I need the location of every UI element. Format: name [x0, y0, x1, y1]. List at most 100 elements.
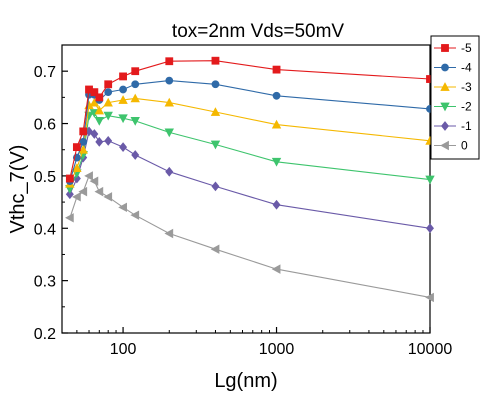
data-point — [119, 72, 127, 81]
data-point — [95, 93, 104, 102]
x-axis: 100 1000 10000 — [61, 327, 453, 358]
y-axis: 0.2 0.3 0.4 0.5 0.6 0.7 — [34, 44, 68, 343]
legend: -5 -4 -3 -2 -1 0 — [430, 35, 480, 160]
data-point — [72, 192, 81, 202]
data-point — [118, 114, 128, 124]
legend-item: -1 — [434, 119, 472, 133]
data-point — [211, 181, 220, 192]
legend-marker — [441, 63, 449, 72]
data-point — [118, 202, 127, 213]
legend-label: -4 — [461, 61, 472, 75]
data-point — [72, 143, 81, 152]
data-point — [165, 76, 174, 85]
data-point — [131, 150, 140, 160]
data-point — [210, 107, 221, 116]
series-5 — [65, 171, 434, 303]
x-tick-label: 1000 — [259, 341, 295, 358]
series-1 — [65, 76, 434, 186]
plot-area — [61, 44, 431, 334]
data-point — [118, 95, 128, 104]
data-point — [210, 140, 221, 150]
legend-marker — [440, 140, 449, 151]
data-point — [90, 129, 99, 139]
data-point — [211, 80, 220, 89]
data-point — [210, 244, 220, 254]
data-point — [94, 105, 105, 115]
y-tick-label: 0.4 — [34, 221, 56, 238]
legend-label: -1 — [461, 119, 472, 133]
data-point — [65, 189, 74, 200]
data-point — [94, 186, 104, 197]
data-point — [426, 223, 434, 234]
data-point — [95, 136, 104, 147]
data-point — [104, 80, 113, 89]
data-point — [272, 91, 281, 100]
data-point — [271, 264, 281, 274]
data-point — [65, 174, 74, 183]
y-tick-label: 0.3 — [34, 274, 56, 291]
series-line — [69, 80, 431, 182]
legend-item: -2 — [434, 100, 472, 114]
data-point — [425, 175, 435, 185]
data-point — [89, 176, 99, 186]
data-point — [425, 292, 434, 303]
data-point — [104, 135, 113, 146]
data-point — [131, 80, 140, 89]
data-point — [79, 137, 88, 146]
data-point — [78, 186, 88, 197]
data-point — [130, 210, 140, 220]
x-tick-label: 100 — [110, 341, 137, 358]
legend-marker — [441, 121, 449, 131]
legend-label: -2 — [461, 100, 472, 114]
data-point — [130, 93, 140, 103]
legend-box — [430, 35, 480, 160]
legend-label: -3 — [461, 80, 472, 94]
chart-title: tox=2nm Vds=50mV — [172, 21, 344, 42]
series-3 — [65, 109, 435, 194]
data-point — [103, 192, 113, 202]
data-point — [90, 88, 99, 97]
y-tick-label: 0.2 — [34, 326, 56, 343]
legend-marker — [440, 102, 450, 112]
plot-border — [61, 44, 431, 334]
data-point — [94, 117, 105, 126]
legend-item: -3 — [434, 80, 472, 94]
series-layer — [65, 56, 435, 303]
data-point — [84, 171, 93, 181]
y-tick-label: 0.5 — [34, 169, 56, 186]
y-tick-label: 0.7 — [34, 64, 56, 81]
data-point — [65, 213, 74, 223]
series-line — [69, 97, 431, 185]
x-tick-label: 10000 — [408, 341, 453, 358]
data-point — [103, 97, 113, 107]
legend-marker — [441, 44, 449, 52]
legend-label: -5 — [461, 41, 472, 55]
data-point — [78, 144, 88, 154]
data-point — [131, 67, 140, 76]
legend-label: 0 — [461, 139, 468, 153]
series-4 — [65, 126, 434, 234]
legend-item: 0 — [434, 139, 468, 153]
data-point — [165, 166, 174, 177]
data-point — [165, 57, 174, 66]
data-point — [79, 127, 88, 136]
legend-item: -5 — [434, 41, 472, 55]
data-point — [272, 65, 281, 74]
data-point — [211, 56, 220, 65]
data-point — [130, 117, 140, 126]
data-point — [119, 85, 127, 94]
y-axis-label: Vthc_7(V) — [7, 145, 29, 234]
series-line — [69, 112, 431, 190]
x-axis-label: Lg(nm) — [214, 370, 277, 392]
data-point — [103, 111, 113, 121]
series-line — [69, 174, 431, 298]
y-tick-label: 0.6 — [34, 117, 56, 134]
data-point — [104, 88, 113, 97]
data-point — [72, 163, 82, 172]
data-point — [72, 173, 81, 184]
data-point — [271, 157, 282, 167]
data-point — [164, 97, 174, 107]
data-point — [164, 128, 174, 138]
legend-item: -4 — [434, 61, 472, 75]
